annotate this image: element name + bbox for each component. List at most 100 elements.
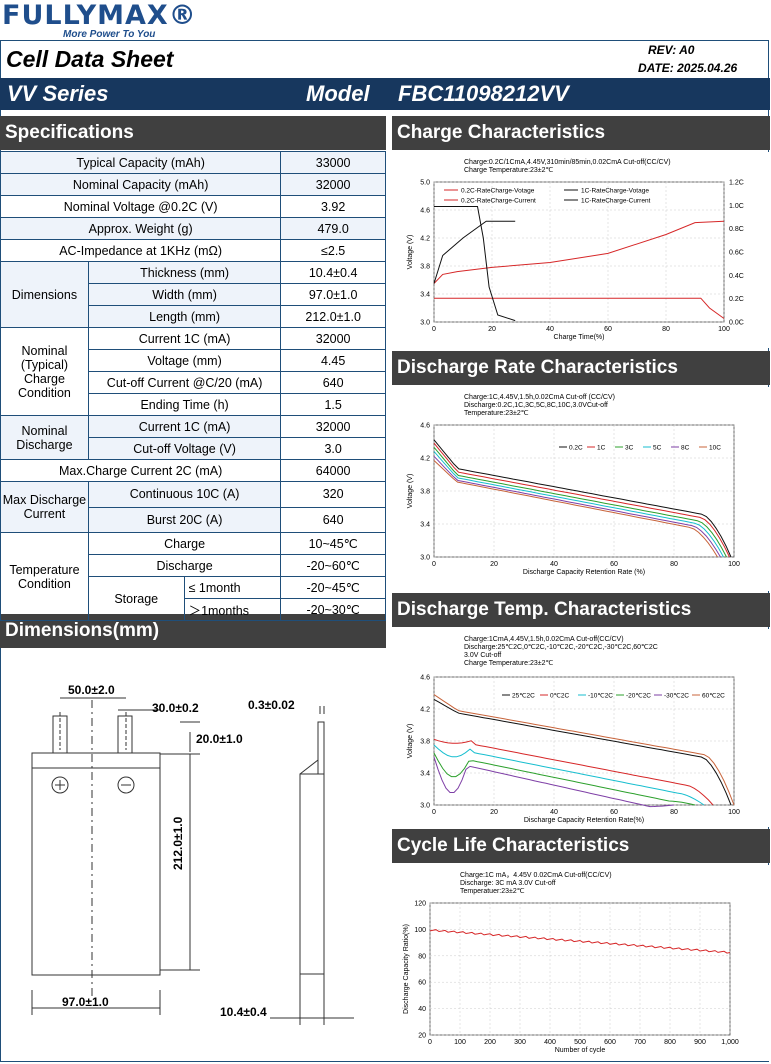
chart-note: Discharge: 3C mA 3.0V Cut-off	[460, 880, 556, 887]
chart-note: Temperatuer:23±2℃	[460, 888, 525, 895]
spec-value: 10.4±0.4	[280, 261, 386, 284]
brand-tagline: More Power To You	[63, 29, 156, 40]
spec-value: 10~45℃	[280, 532, 386, 555]
dims-group-label: Dimensions	[0, 261, 89, 328]
chart-note: Charge:1CmA,4.45V,1.5h,0.02CmA Cut-off(C…	[464, 636, 624, 643]
discharge-temp-chart: Charge:1CmA,4.45V,1.5h,0.02CmA Cut-off(C…	[392, 629, 770, 827]
y-axis-label: Voltage (V)	[407, 724, 414, 759]
chart-note: Charge:1C,4.45V,1.5h,0.02CmA Cut-off (CC…	[464, 394, 615, 401]
spec-label: Nominal Voltage @0.2C (V)	[0, 195, 282, 218]
specs-header: Specifications	[0, 116, 386, 150]
legend-label: -10℃2C	[588, 693, 613, 700]
series-line	[433, 694, 735, 806]
discharge-group-label: Nominal Discharge	[0, 415, 89, 460]
dim-label: 30.0±0.2	[152, 701, 199, 715]
spec-label: Approx. Weight (g)	[0, 217, 282, 240]
y2-tick-label: 0.6C	[729, 250, 744, 257]
spec-value: ≤2.5	[280, 239, 386, 262]
chart-note: Charge Temperature:23±2℃	[464, 167, 554, 174]
series-line	[433, 756, 675, 808]
y-tick-label: 4.6	[420, 208, 430, 215]
y-tick-label: 3.0	[420, 555, 430, 562]
spec-label: Max.Charge Current 2C (mA)	[0, 459, 282, 482]
spec-label: Burst 20C (A)	[87, 506, 282, 533]
legend-label: 10C	[709, 445, 721, 452]
legend-label: 60℃2C	[702, 693, 725, 700]
spec-value: 3.92	[280, 195, 386, 218]
spec-label: Length (mm)	[87, 305, 282, 328]
chart-note: Charge:1C mA，4.45V 0.02CmA Cut-off(CC/CV…	[460, 872, 612, 879]
charge-chart: Charge:0.2C/1CmA,4.45V,310min/85min,0.02…	[392, 152, 770, 348]
series-line	[433, 738, 714, 806]
y-tick-label: 4.2	[420, 707, 430, 714]
x-axis-label: Discharge Capacity Retention Rate (%)	[523, 569, 645, 576]
legend-label: 1C-RateCharge-Current	[581, 198, 651, 205]
model-value: FBC11098212VV	[398, 81, 569, 106]
y2-tick-label: 0.8C	[729, 226, 744, 233]
spec-label: AC-Impedance at 1KHz (mΩ)	[0, 239, 282, 262]
spec-value: 33000	[280, 151, 386, 174]
brand-logo: FULLYMAX®	[2, 0, 197, 31]
storage-label: Storage	[87, 576, 185, 621]
y-axis-label: Voltage (V)	[407, 474, 414, 509]
y-tick-label: 4.2	[420, 236, 430, 243]
spec-label: Discharge	[87, 554, 282, 577]
y-tick-label: 60	[418, 980, 426, 987]
rate-header: Discharge Rate Characteristics	[392, 351, 770, 385]
date: DATE: 2025.04.26	[638, 61, 738, 75]
spec-label: Voltage (mm)	[87, 349, 282, 372]
series-line	[433, 460, 718, 558]
x-tick-label: 100	[728, 561, 740, 568]
y-tick-label: 3.4	[420, 292, 430, 299]
dim-label: 0.3±0.02	[248, 698, 295, 712]
y-tick-label: 120	[414, 901, 426, 908]
x-tick-label: 100	[718, 326, 730, 333]
x-tick-label: 40	[546, 326, 554, 333]
x-tick-label: 900	[694, 1039, 706, 1046]
model-label: Model	[306, 81, 370, 106]
legend-label: -20℃2C	[626, 693, 651, 700]
spec-label: Charge	[87, 532, 282, 555]
y-tick-label: 3.8	[420, 739, 430, 746]
series-line	[433, 439, 732, 558]
legend-label: 8C	[681, 445, 690, 452]
y2-tick-label: 1.2C	[729, 180, 744, 187]
dim-label: 97.0±1.0	[62, 995, 109, 1009]
y-tick-label: 3.0	[420, 803, 430, 810]
spec-value: 64000	[280, 459, 386, 482]
series-line	[433, 446, 727, 558]
x-tick-label: 40	[550, 809, 558, 816]
y-tick-label: 20	[418, 1033, 426, 1040]
x-tick-label: 20	[490, 561, 498, 568]
spec-value: 640	[280, 371, 386, 394]
y-tick-label: 4.6	[420, 675, 430, 682]
spec-label: Ending Time (h)	[87, 393, 282, 416]
y-axis-label: Discharge Capacity Ratio(%)	[403, 924, 410, 1014]
spec-label: Nominal Capacity (mAh)	[0, 173, 282, 196]
y2-tick-label: 0.0C	[729, 320, 744, 327]
legend-label: 5C	[653, 445, 662, 452]
y2-tick-label: 0.4C	[729, 273, 744, 280]
x-tick-label: 0	[432, 326, 436, 333]
chart-note: Charge:0.2C/1CmA,4.45V,310min/85min,0.02…	[464, 159, 671, 166]
series-line	[433, 744, 705, 806]
x-tick-label: 60	[610, 809, 618, 816]
spec-label: Current 1C (mA)	[87, 327, 282, 350]
series-line	[433, 451, 724, 558]
spec-value: 3.0	[280, 437, 386, 460]
series-line	[433, 220, 516, 284]
spec-value: -20~60℃	[280, 554, 386, 577]
x-tick-label: 40	[550, 561, 558, 568]
cycle-header: Cycle Life Characteristics	[392, 829, 770, 863]
x-axis-label: Discharge Capacity Retention Rate(%)	[524, 817, 644, 824]
y-tick-label: 3.8	[420, 489, 430, 496]
x-axis-label: Charge Time(%)	[554, 334, 605, 341]
spec-value: 320	[280, 481, 386, 508]
y-tick-label: 4.2	[420, 456, 430, 463]
spec-label: Cut-off Voltage (V)	[87, 437, 282, 460]
x-tick-label: 0	[432, 561, 436, 568]
max-discharge-group-label: Max Discharge Current	[0, 481, 89, 533]
legend-label: 0.2C-RateCharge-Current	[461, 198, 536, 205]
legend-label: 0.2C-RateCharge-Votage	[461, 188, 535, 195]
series-line	[434, 206, 516, 322]
